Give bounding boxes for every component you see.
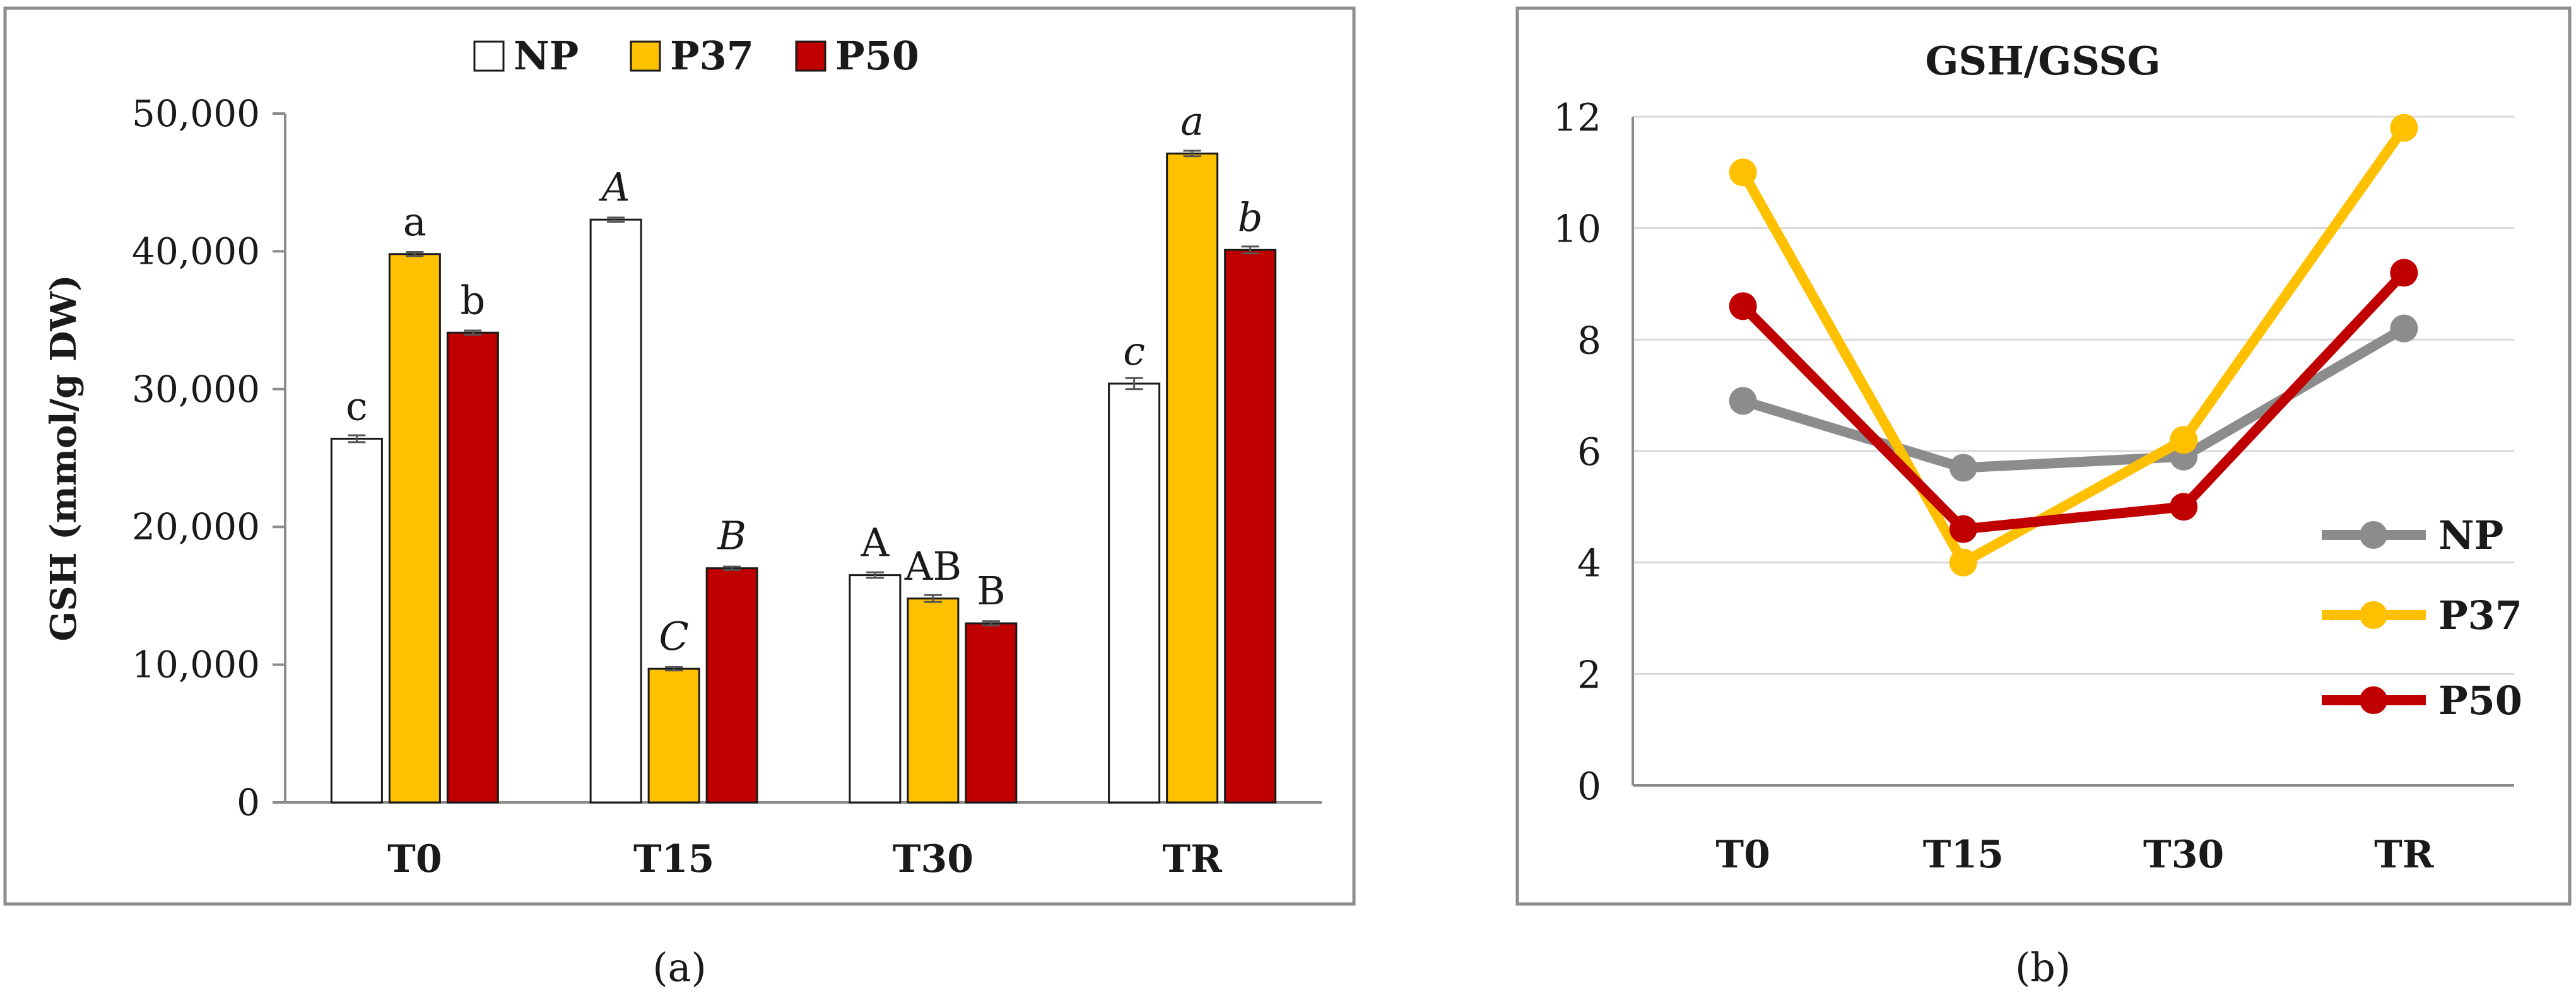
panel-b-frame xyxy=(1515,6,2572,906)
y-tick-label: 50,000 xyxy=(132,92,260,135)
legend-label-np: NP xyxy=(2438,512,2503,558)
significance-letter: B xyxy=(977,568,1006,614)
y-tick-label: 2 xyxy=(1577,653,1601,697)
panel-b-label: (b) xyxy=(2015,944,2071,990)
x-tick-label: T15 xyxy=(633,837,714,881)
legend-marker-p37 xyxy=(2360,601,2387,629)
y-tick-label: 4 xyxy=(1577,542,1601,586)
y-tick-label: 0 xyxy=(237,781,260,824)
legend-marker-p50 xyxy=(2360,686,2387,714)
bar-np-t15 xyxy=(589,218,642,804)
bar-p50-t30 xyxy=(965,622,1018,804)
panel-a-bar-chart: 0 10,000 20,000 30,000 40,000 50,000 GSH (mmol… xyxy=(43,33,1322,881)
legend-label-p50: P50 xyxy=(2438,678,2522,724)
y-tick-label: 12 xyxy=(1553,96,1601,140)
significance-letter: b xyxy=(461,277,486,323)
x-tick-label: T15 xyxy=(1923,833,2004,877)
y-tick-label: 30,000 xyxy=(132,368,260,411)
y-tick-label: 10,000 xyxy=(132,643,260,686)
data-point-p50 xyxy=(2170,493,2198,521)
bar-p37-t0 xyxy=(388,253,441,804)
bar-np-tr xyxy=(1108,382,1161,804)
y-tick-label: 6 xyxy=(1577,430,1601,474)
chart-title: GSH/GSSG xyxy=(1925,38,2160,84)
data-point-p37 xyxy=(1729,158,1757,187)
bar-np-t30 xyxy=(849,574,902,804)
legend-swatch-p50 xyxy=(795,40,826,72)
bar-np-t0 xyxy=(330,437,383,804)
data-point-np xyxy=(1949,454,1977,482)
y-tick-label: 10 xyxy=(1553,208,1601,252)
legend-label-np: NP xyxy=(514,33,579,79)
data-point-p37 xyxy=(1949,548,1977,577)
y-tick-label: 0 xyxy=(1577,765,1601,809)
y-tick-label: 8 xyxy=(1577,319,1601,363)
legend-swatch-np xyxy=(473,40,505,72)
panel-b-line-chart: GSH/GSSG 0 2 4 6 8 10 12 T0 T15 T30 TR NP P37 P50 xyxy=(1553,38,2522,877)
significance-letter: a xyxy=(403,199,426,245)
data-point-p50 xyxy=(1729,292,1757,320)
data-point-p50 xyxy=(2390,259,2418,287)
series-line-p37 xyxy=(1738,125,2408,568)
significance-letter: b xyxy=(1238,194,1263,240)
x-tick-label: TR xyxy=(2374,833,2435,877)
data-point-np xyxy=(1729,387,1757,415)
significance-letter: c xyxy=(346,383,368,429)
x-tick-label: T0 xyxy=(387,837,442,881)
significance-letter: A xyxy=(860,520,890,566)
significance-letter: C xyxy=(659,613,688,659)
significance-letter: B xyxy=(717,513,746,559)
significance-letter: A xyxy=(599,164,630,210)
x-tick-label: T30 xyxy=(893,837,973,881)
bar-p37-tr xyxy=(1166,152,1219,804)
bar-p50-tr xyxy=(1224,249,1277,804)
y-axis-label: GSH (mmol/g DW) xyxy=(43,274,85,641)
significance-letter: AB xyxy=(904,543,962,589)
bar-p37-t15 xyxy=(647,667,700,804)
y-tick-label: 20,000 xyxy=(132,505,260,548)
x-tick-label: TR xyxy=(1162,837,1223,881)
legend-label-p37: P37 xyxy=(2438,592,2522,638)
x-tick-label: T0 xyxy=(1715,833,1770,877)
legend-label-p50: P50 xyxy=(835,33,919,79)
data-point-p37 xyxy=(2170,426,2198,454)
legend-marker-np xyxy=(2360,521,2387,549)
data-point-p37 xyxy=(2390,114,2418,142)
bar-p50-t15 xyxy=(705,567,758,804)
legend-swatch-p37 xyxy=(630,40,661,72)
series-line-p50 xyxy=(1739,269,2408,534)
data-point-np xyxy=(2390,314,2418,343)
panel-a-label: (a) xyxy=(652,944,706,990)
y-tick-label: 40,000 xyxy=(132,230,260,273)
significance-letter: c xyxy=(1123,328,1145,374)
legend-label-p37: P37 xyxy=(670,33,754,79)
x-tick-label: T30 xyxy=(2143,833,2224,877)
bar-p37-t30 xyxy=(907,597,960,804)
bar-p50-t0 xyxy=(446,331,499,804)
data-point-p50 xyxy=(1949,515,1977,543)
significance-letter: a xyxy=(1180,98,1204,144)
